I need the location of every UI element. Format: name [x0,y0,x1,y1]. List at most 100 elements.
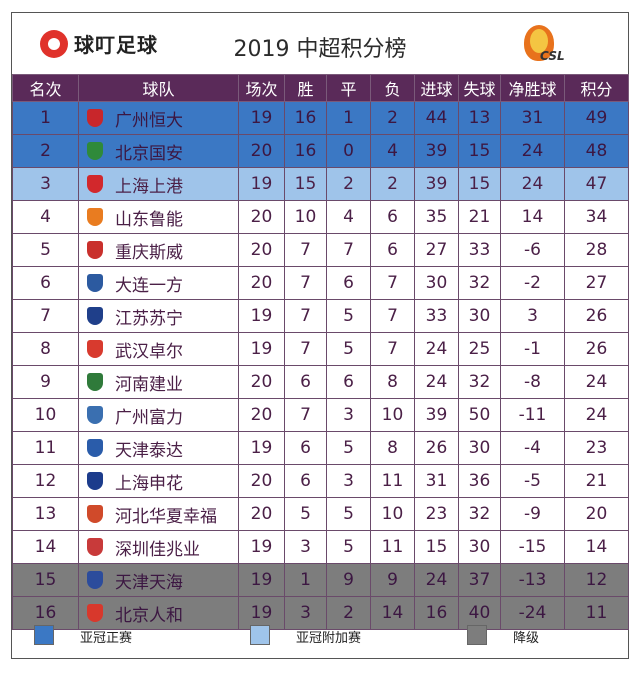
team-cell: 深圳佳兆业 [78,530,239,564]
points-cell: 11 [564,596,629,630]
team-cell: 上海申花 [78,464,239,498]
csl-logo-text: CSL [540,49,565,63]
column-header: 平 [326,74,371,102]
goals-against-cell: 30 [458,299,501,333]
goals-for-cell: 16 [414,596,459,630]
goal-diff-cell: -4 [500,431,565,465]
goal-diff-cell: -2 [500,266,565,300]
team-badge-icon [87,175,103,193]
team-cell: 江苏苏宁 [78,299,239,333]
goal-diff-cell: -11 [500,398,565,432]
team-name: 天津泰达 [115,440,183,461]
wins-cell: 16 [284,101,327,135]
goals-for-cell: 39 [414,398,459,432]
goal-diff-cell: 24 [500,167,565,201]
goal-diff-cell: -9 [500,497,565,531]
draws-cell: 9 [326,563,371,597]
rank-cell: 6 [12,266,79,300]
team-name: 大连一方 [115,275,183,296]
played-cell: 20 [238,134,285,168]
draws-cell: 6 [326,365,371,399]
goals-for-cell: 39 [414,134,459,168]
goals-against-cell: 33 [458,233,501,267]
team-name: 天津天海 [115,572,183,593]
draws-cell: 6 [326,266,371,300]
team-name: 河北华夏幸福 [115,506,217,527]
team-cell: 武汉卓尔 [78,332,239,366]
rank-cell: 1 [12,101,79,135]
team-badge-icon [87,505,103,523]
goal-diff-cell: -5 [500,464,565,498]
table-row: 2 北京国安 20 16 0 4 39 15 24 48 [12,134,629,168]
team-name: 重庆斯威 [115,242,183,263]
losses-cell: 2 [370,101,415,135]
rank-cell: 9 [12,365,79,399]
losses-cell: 6 [370,233,415,267]
wins-cell: 7 [284,299,327,333]
rank-cell: 12 [12,464,79,498]
legend-swatch [467,625,487,645]
goals-against-cell: 13 [458,101,501,135]
points-cell: 34 [564,200,629,234]
table-row: 14 深圳佳兆业 19 3 5 11 15 30 -15 14 [12,530,629,564]
rank-cell: 2 [12,134,79,168]
rank-cell: 15 [12,563,79,597]
legend-swatch [250,625,270,645]
losses-cell: 4 [370,134,415,168]
table-row: 5 重庆斯威 20 7 7 6 27 33 -6 28 [12,233,629,267]
goal-diff-cell: 31 [500,101,565,135]
team-name: 河南建业 [115,374,183,395]
column-header: 净胜球 [500,74,565,102]
legend-label: 降级 [513,631,540,646]
rank-cell: 8 [12,332,79,366]
team-cell: 上海上港 [78,167,239,201]
played-cell: 20 [238,398,285,432]
column-header: 球队 [78,74,239,102]
team-badge-icon [87,439,103,457]
goal-diff-cell: 24 [500,134,565,168]
goal-diff-cell: -24 [500,596,565,630]
rank-cell: 11 [12,431,79,465]
team-badge-icon [87,208,103,226]
points-cell: 26 [564,299,629,333]
goal-diff-cell: -15 [500,530,565,564]
goals-against-cell: 30 [458,530,501,564]
table-row: 7 江苏苏宁 19 7 5 7 33 30 3 26 [12,299,629,333]
table-row: 15 天津天海 19 1 9 9 24 37 -13 12 [12,563,629,597]
wins-cell: 7 [284,398,327,432]
draws-cell: 4 [326,200,371,234]
column-header: 名次 [12,74,79,102]
points-cell: 49 [564,101,629,135]
losses-cell: 8 [370,431,415,465]
played-cell: 20 [238,233,285,267]
wins-cell: 16 [284,134,327,168]
wins-cell: 6 [284,365,327,399]
draws-cell: 1 [326,101,371,135]
table-row: 6 大连一方 20 7 6 7 30 32 -2 27 [12,266,629,300]
points-cell: 26 [564,332,629,366]
team-name: 上海申花 [115,473,183,494]
team-badge-icon [87,340,103,358]
goals-for-cell: 39 [414,167,459,201]
goals-for-cell: 24 [414,332,459,366]
losses-cell: 2 [370,167,415,201]
table-row: 9 河南建业 20 6 6 8 24 32 -8 24 [12,365,629,399]
played-cell: 19 [238,530,285,564]
team-badge-icon [87,307,103,325]
points-cell: 21 [564,464,629,498]
draws-cell: 7 [326,233,371,267]
table-row: 3 上海上港 19 15 2 2 39 15 24 47 [12,167,629,201]
rank-cell: 16 [12,596,79,630]
losses-cell: 10 [370,398,415,432]
team-name: 深圳佳兆业 [115,539,200,560]
goal-diff-cell: -1 [500,332,565,366]
standings-card: 球叮足球 2019 中超积分榜 CSL 名次 球队 场次胜平负进球 失球 净胜球 积分 1… [11,12,629,659]
brand-name: 球叮足球 [74,33,158,57]
goals-for-cell: 33 [414,299,459,333]
team-name: 江苏苏宁 [115,308,183,329]
team-badge-icon [87,274,103,292]
goals-for-cell: 30 [414,266,459,300]
points-cell: 20 [564,497,629,531]
goals-for-cell: 26 [414,431,459,465]
team-badge-icon [87,142,103,160]
